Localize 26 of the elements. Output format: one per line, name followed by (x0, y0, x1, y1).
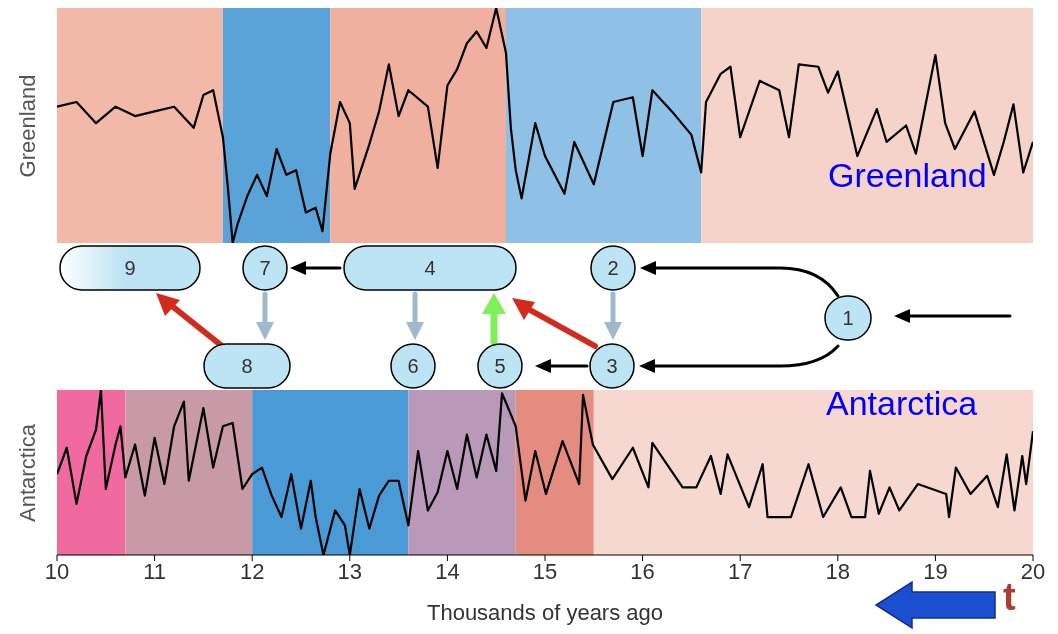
text: 4 (424, 257, 436, 279)
x-tick-label: 16 (630, 558, 655, 584)
text: 6 (407, 355, 419, 377)
text: 3 (606, 355, 618, 377)
x-tick-label: 13 (337, 558, 363, 584)
text: 9 (124, 257, 136, 279)
x-tick-label: 19 (923, 558, 948, 584)
text: 1 (842, 307, 854, 329)
x-tick-label: 14 (435, 558, 460, 584)
x-tick-label: 10 (44, 558, 70, 584)
y-axis-title: Antarctica (15, 423, 41, 522)
x-tick-label: 17 (727, 558, 753, 584)
annotation: Antarctica (826, 384, 978, 422)
x-tick-label: 18 (825, 558, 851, 584)
x-tick-label: 20 (1020, 558, 1046, 584)
x-tick-label: 15 (532, 558, 558, 584)
text: 2 (607, 257, 619, 279)
text: 5 (494, 355, 506, 377)
x-tick-label: 12 (239, 558, 265, 584)
text: 7 (259, 257, 271, 279)
text: t (1003, 576, 1016, 618)
x-tick-label: 11 (143, 558, 167, 584)
x-axis-title: Thousands of years ago (426, 600, 664, 625)
annotation: Greenland (828, 156, 987, 194)
y-axis-title: Greenland (15, 74, 41, 177)
text: 8 (241, 355, 253, 377)
